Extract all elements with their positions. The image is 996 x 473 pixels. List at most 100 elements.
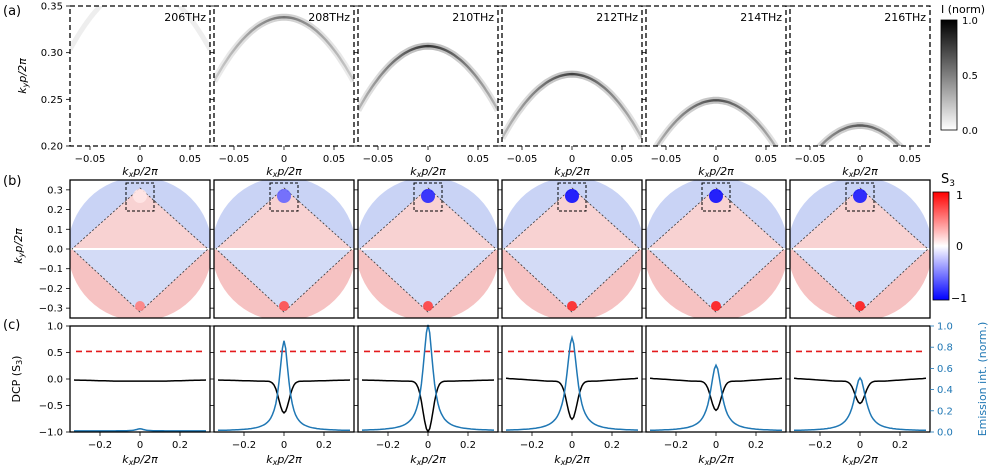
- x-axis-label: kxp/2π: [554, 165, 590, 179]
- x-axis-label-sub: x: [848, 170, 854, 179]
- x-axis-label: kxp/2π: [122, 165, 158, 179]
- heatmap-b-content: [358, 180, 498, 318]
- x-axis-label-rest: p/2π: [132, 453, 158, 466]
- x-tick-label: 0: [281, 154, 287, 165]
- heatmap-a-panel: 212THz −0.05 0 0.05 kxp/2π: [498, 5, 643, 179]
- panel-label-b: (b): [3, 174, 21, 189]
- x-axis-label: kxp/2π: [842, 165, 878, 179]
- x-axis-label-k: k: [554, 165, 561, 178]
- colorbar-a: I (norm) 1.0 0.5 0.0: [940, 3, 985, 137]
- dcp-curve: [73, 379, 207, 382]
- diamond-bottom-half: [792, 249, 928, 312]
- x-axis-label: kxp/2π: [266, 165, 302, 179]
- x-axis-label-k: k: [266, 165, 273, 178]
- heatmap-a-frame: [501, 5, 643, 147]
- x-axis-label-rest: p/2π: [564, 165, 590, 178]
- line-c-bg: [70, 326, 210, 432]
- x-tick-label: 0: [857, 440, 863, 451]
- y-tick-label: −0.5: [39, 401, 63, 412]
- x-axis-label-sub: x: [128, 170, 134, 179]
- colorbar-a-tick-mid: 0.5: [962, 71, 978, 82]
- emission-curve: [794, 376, 926, 432]
- heatmap-b-panel: [786, 179, 931, 319]
- diamond-boundary: [71, 187, 209, 313]
- x-axis-label-sub: x: [272, 170, 278, 179]
- line-c-bg: [358, 326, 498, 432]
- selection-box: [557, 182, 587, 212]
- x-axis-label-sub: x: [704, 170, 710, 179]
- diamond-boundary: [215, 187, 353, 313]
- x-tick-label: 0.2: [460, 440, 476, 451]
- y2-tick-label: 0.8: [937, 343, 953, 354]
- heatmap-a-freq-label: 214THz: [740, 11, 782, 24]
- x-tick-label: 0.05: [467, 154, 489, 165]
- y-tick-label: 0.0: [47, 245, 63, 256]
- heatmap-a-content: [70, 6, 210, 51]
- x-axis-label-rest: p/2π: [708, 165, 734, 178]
- diamond-top-half: [792, 188, 928, 249]
- heatmap-a-frame: [69, 5, 211, 147]
- heatmap-b-panel: [498, 179, 643, 319]
- heatmap-b-panel: [354, 179, 499, 319]
- y-tick-label: 0.1: [47, 225, 63, 236]
- x-tick-label: −0.2: [376, 440, 400, 451]
- heatmap-a-content: [815, 122, 905, 146]
- equator-line: [214, 248, 354, 250]
- diamond-top-half: [504, 188, 640, 249]
- x-axis-label-k: k: [842, 165, 849, 178]
- top-spot: [709, 189, 723, 203]
- row-c-ylabel: DCP (S3): [10, 356, 24, 403]
- x-axis-label-rest: p/2π: [420, 165, 446, 178]
- bottom-spot: [711, 301, 721, 311]
- x-axis-label-rest: p/2π: [852, 165, 878, 178]
- line-c-panel: −0.2 0 0.2 1.0 0.5 0.0 −0.5 −1.0 kxp/2π: [39, 322, 211, 467]
- band-curve: [502, 72, 642, 139]
- selection-box: [845, 182, 875, 212]
- x-tick-label: 0.2: [892, 440, 908, 451]
- y2-tick-label: 0.6: [937, 364, 953, 375]
- diamond-top-half: [648, 188, 784, 249]
- panel-label-a: (a): [3, 4, 21, 19]
- diamond-top-half: [216, 188, 352, 249]
- x-tick-label: 0: [425, 154, 431, 165]
- emission-curve: [505, 334, 639, 431]
- y2-tick-label: 0.0: [937, 428, 953, 439]
- x-tick-label: 0.05: [611, 154, 633, 165]
- y-tick-label: 0.5: [47, 348, 63, 359]
- x-tick-label: 0.2: [748, 440, 764, 451]
- heatmap-a-panel: 208THz −0.05 0 0.05 kxp/2π: [210, 5, 355, 179]
- colorbar-a-tick-max: 1.0: [962, 16, 978, 27]
- x-axis-label-k: k: [410, 453, 417, 466]
- emission-curve: [218, 340, 350, 432]
- x-tick-label: −0.05: [651, 154, 682, 165]
- colorbar-a-title: I (norm): [941, 3, 985, 16]
- y-tick-label: 0.0: [47, 375, 63, 386]
- x-tick-label: 0: [713, 154, 719, 165]
- x-axis-label: kxp/2π: [410, 165, 446, 179]
- x-axis-label-sub: x: [560, 170, 566, 179]
- heatmap-a-panel: 210THz −0.05 0 0.05 kxp/2π: [354, 5, 499, 179]
- x-tick-label: 0: [425, 440, 431, 451]
- colorbar-a-bar: [940, 19, 958, 131]
- heatmap-a-content: [358, 42, 498, 112]
- x-axis-label-sub: x: [560, 458, 566, 467]
- y-tick-label: 1.0: [47, 322, 63, 333]
- diamond-boundary: [359, 187, 497, 313]
- heatmap-a-freq-label: 212THz: [596, 11, 638, 24]
- line-c-panel: −0.2 0 0.2 kxp/2π: [642, 325, 787, 467]
- diamond-boundary: [647, 187, 785, 313]
- y-tick-label: 0.3: [47, 185, 63, 196]
- x-axis-label-sub: x: [704, 458, 710, 467]
- heatmap-b-content: [214, 180, 354, 318]
- x-axis-label-k: k: [842, 453, 849, 466]
- heatmap-b-panel: [210, 179, 355, 319]
- selection-box: [125, 182, 155, 212]
- heatmap-a-panel: 206THz −0.05 0 0.05 0.20 0.25 0.30 0.35 kxp/2π: [41, 2, 211, 179]
- heatmap-a-content: [502, 70, 642, 140]
- x-tick-label: 0: [137, 440, 143, 451]
- equator-line: [646, 248, 786, 250]
- colorbar-b-tick-max: 1: [956, 189, 963, 202]
- x-axis-label-k: k: [122, 453, 129, 466]
- x-axis-label-rest: p/2π: [420, 453, 446, 466]
